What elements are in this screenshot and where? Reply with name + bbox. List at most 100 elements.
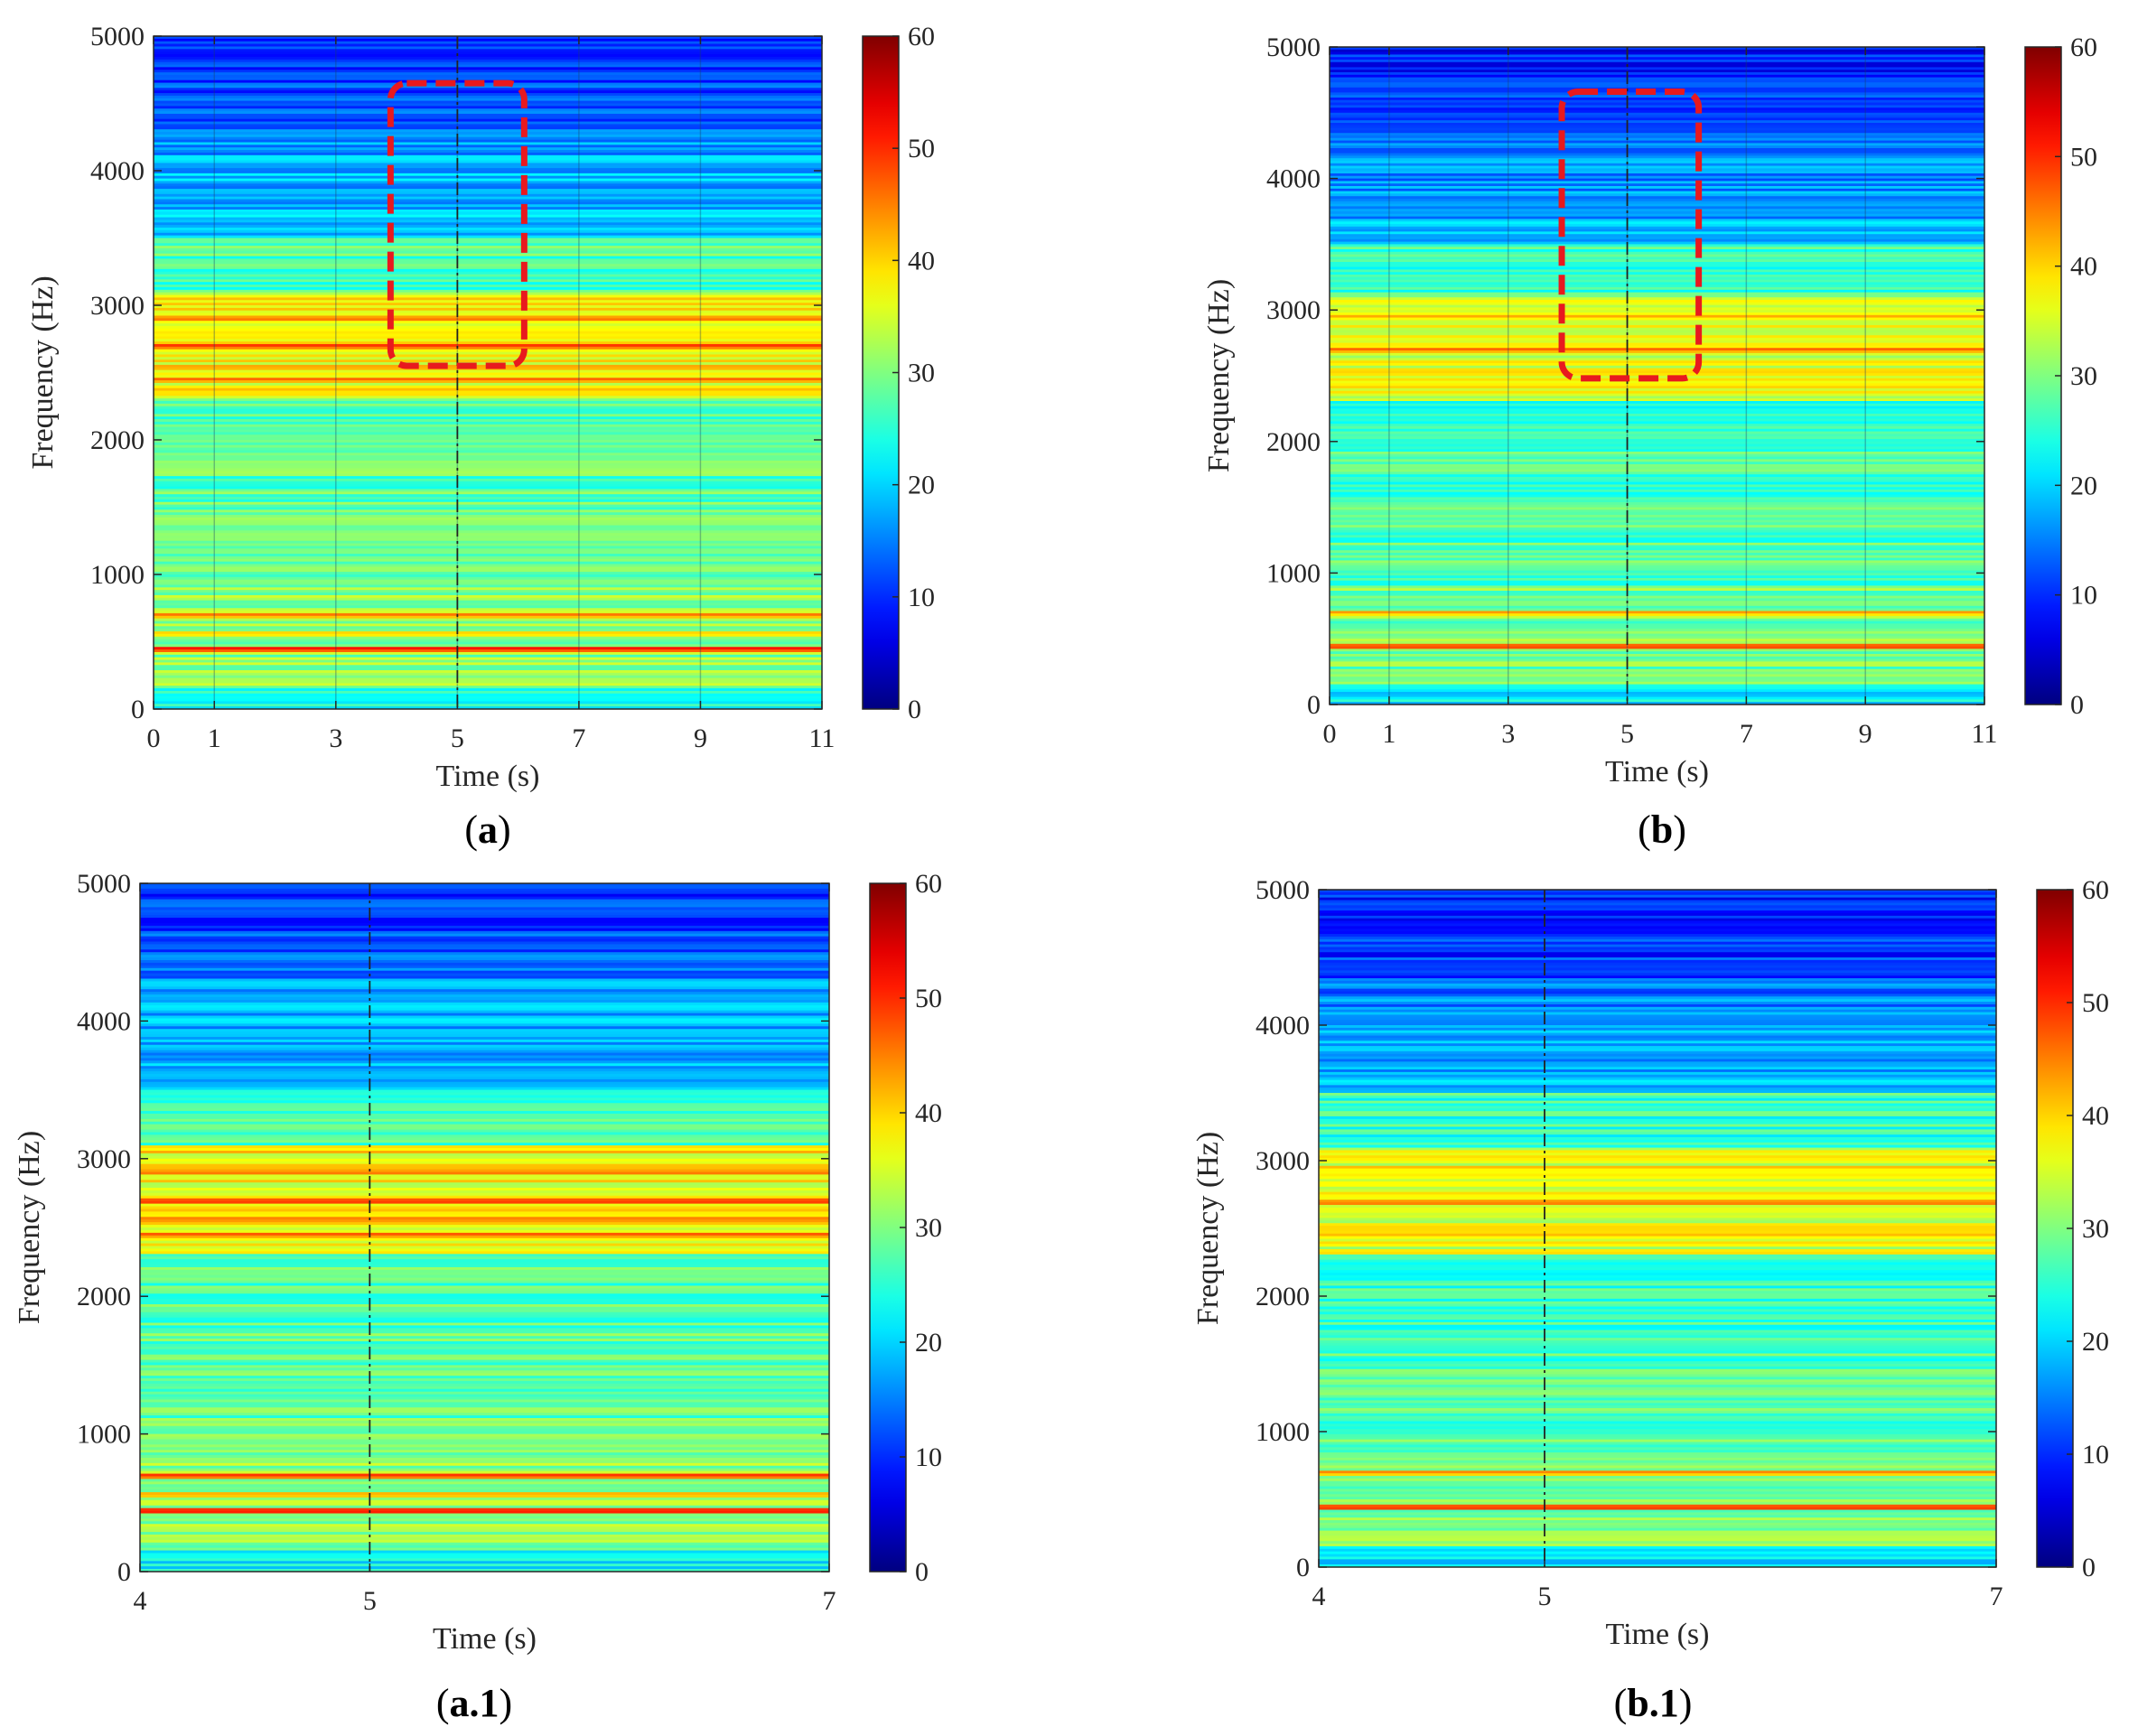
spectrogram-row (140, 1489, 829, 1493)
spectrogram-row (140, 1380, 829, 1385)
spectrogram-row (154, 465, 822, 470)
spectrogram-row (1330, 580, 1984, 584)
spectrogram-row (154, 453, 822, 456)
spectrogram-row (1330, 469, 1984, 472)
spectrogram-row (1330, 70, 1984, 73)
spectrogram-row (1319, 1115, 1996, 1120)
spectrogram-row (140, 912, 829, 916)
spectrogram-row (1319, 1256, 1996, 1261)
spectrogram-row (140, 1495, 829, 1498)
spectrogram-row (1330, 466, 1984, 471)
spectrogram-row (1319, 1218, 1996, 1221)
caption-a-1: (a.1) (435, 1681, 513, 1725)
spectrogram-row (140, 899, 829, 903)
x-tick-label: 1 (1382, 719, 1396, 749)
spectrogram-row (1330, 689, 1984, 693)
spectrogram-row (140, 1547, 829, 1552)
spectrogram-row (1319, 890, 1996, 893)
colorbar-tick-label: 40 (2082, 1101, 2109, 1131)
spectrogram-row (1319, 1150, 1996, 1153)
spectrogram-row (140, 1428, 829, 1433)
spectrogram-row (1319, 1074, 1996, 1078)
spectrogram-row (154, 100, 822, 105)
spectrogram-row (1319, 1429, 1996, 1433)
spectrogram-row (1330, 102, 1984, 106)
spectrogram-row (140, 1354, 829, 1358)
spectrogram-row (1330, 105, 1984, 108)
colorbar-tick-label: 30 (908, 359, 935, 388)
spectrogram-row (1319, 941, 1996, 946)
spectrogram-row (1330, 598, 1984, 602)
spectrogram-row (140, 1235, 829, 1239)
spectrogram-row (154, 406, 822, 410)
spectrogram-row (140, 893, 829, 898)
spectrogram-row (140, 1378, 829, 1382)
spectrogram-row (154, 579, 822, 583)
spectrogram-row (154, 150, 822, 154)
spectrogram-row (1319, 973, 1996, 976)
spectrogram-row (1319, 985, 1996, 990)
spectrogram-row (140, 1383, 829, 1387)
spectrogram-row (1319, 1215, 1996, 1219)
spectrogram-row (1319, 1392, 1996, 1396)
spectrogram-row (140, 1259, 829, 1263)
spectrogram-row (1319, 1408, 1996, 1412)
spectrogram-row (1330, 545, 1984, 548)
spectrogram-row (140, 984, 829, 987)
spectrogram-row (154, 554, 822, 557)
spectrogram-row (140, 1436, 829, 1441)
spectrogram-row (140, 1439, 829, 1442)
spectrogram-row (1319, 1129, 1996, 1133)
spectrogram-row (140, 907, 829, 910)
colorbar-tick-label: 10 (2082, 1440, 2109, 1470)
spectrogram-row (140, 1232, 829, 1237)
spectrogram-row (154, 695, 822, 700)
spectrogram-row (1330, 350, 1984, 354)
spectrogram-row (140, 1492, 829, 1496)
spectrogram-row (1319, 1183, 1996, 1188)
spectrogram-row (140, 1386, 829, 1390)
spectrogram-row (140, 1370, 829, 1374)
spectrogram-row (140, 1536, 829, 1541)
spectrogram-row (1319, 1301, 1996, 1305)
spectrogram-row (154, 211, 822, 216)
spectrogram-row (140, 1328, 829, 1331)
spectrogram-row (1319, 929, 1996, 932)
spectrogram-row (154, 455, 822, 459)
spectrogram-row (1319, 1199, 1996, 1203)
spectrogram-row (1319, 1085, 1996, 1088)
spectrogram-row (154, 351, 822, 356)
spectrogram-row (140, 1092, 829, 1097)
spectrogram-row (1330, 373, 1984, 377)
spectrogram-row (1330, 418, 1984, 422)
spectrogram-row (1319, 1530, 1996, 1535)
spectrogram-row (1330, 238, 1984, 243)
spectrogram-row (140, 1041, 829, 1046)
spectrogram-row (140, 1272, 829, 1276)
spectrogram-row (140, 1265, 829, 1268)
spectrogram-row (140, 1063, 829, 1067)
spectrogram-row (140, 896, 829, 901)
spectrogram-row (154, 651, 822, 656)
spectrogram-row (1330, 519, 1984, 523)
spectrogram-row (154, 551, 822, 555)
spectrogram-row (1319, 1356, 1996, 1359)
spectrogram-row (1319, 988, 1996, 993)
spectrogram-row (140, 1203, 829, 1208)
spectrogram-row (1319, 1494, 1996, 1498)
spectrogram-row (140, 901, 829, 906)
spectrogram-row (1330, 266, 1984, 270)
spectrogram-row (1330, 269, 1984, 273)
colorbar-tick-label: 40 (2070, 252, 2097, 282)
spectrogram-row (1319, 1298, 1996, 1302)
spectrogram-row (1319, 1277, 1996, 1282)
spectrogram-row (1330, 358, 1984, 361)
spectrogram-row (140, 1410, 829, 1414)
y-tick-label: 3000 (77, 1144, 131, 1174)
spectrogram-row (154, 403, 822, 407)
spectrogram-row (140, 1192, 829, 1197)
spectrogram-row (1330, 383, 1984, 387)
spectrogram-row (1319, 1103, 1996, 1107)
spectrogram-row (1330, 591, 1984, 594)
x-axis-label: Time (s) (1606, 1618, 1710, 1651)
